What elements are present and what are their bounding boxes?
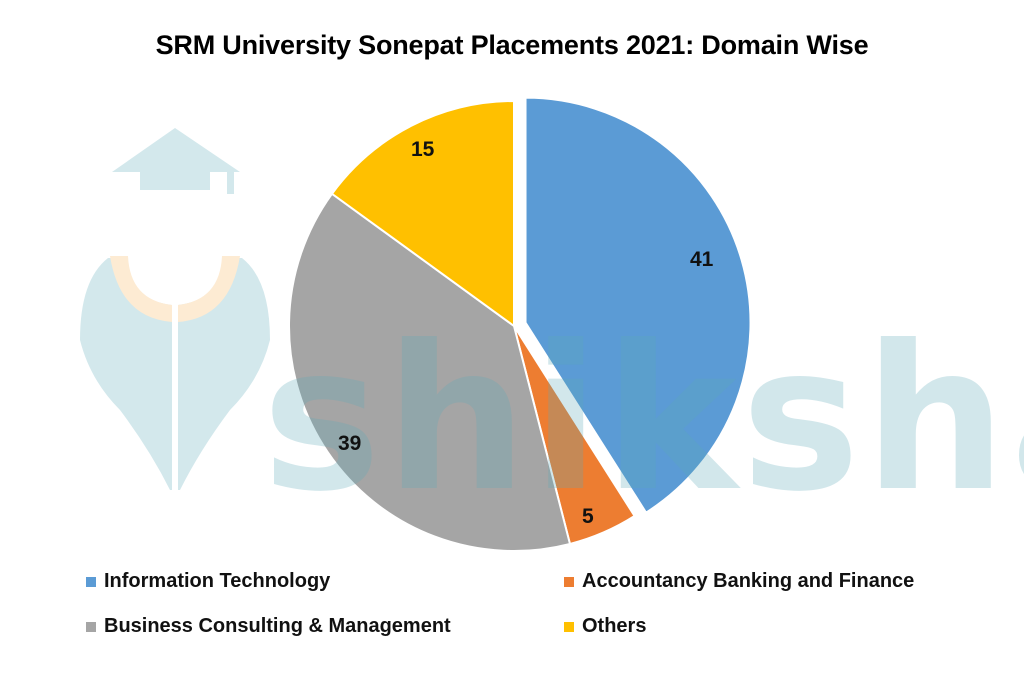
pie-slice-information-technology <box>524 96 752 515</box>
legend-swatch-icon <box>564 576 574 587</box>
data-label-bcm: 39 <box>338 432 361 455</box>
legend-swatch-icon <box>86 621 96 632</box>
legend-label: Business Consulting & Management <box>104 615 451 637</box>
legend-item-others: Others <box>564 615 646 638</box>
chart-title: SRM University Sonepat Placements 2021: … <box>155 30 869 60</box>
legend-item-business-consulting-management: Business Consulting & Management <box>86 615 451 638</box>
pie-slices <box>288 96 752 552</box>
data-label-others: 15 <box>411 138 435 161</box>
watermark-text: shiksha <box>262 303 1024 536</box>
pie-slice-others <box>330 99 515 328</box>
legend-label: Accountancy Banking and Finance <box>582 570 915 592</box>
legend-label: Information Technology <box>104 570 331 592</box>
legend-item-accountancy-banking-finance: Accountancy Banking and Finance <box>564 570 914 593</box>
data-label-abf: 5 <box>582 505 594 528</box>
legend-item-information-technology: Information Technology <box>86 570 330 593</box>
legend-swatch-icon <box>86 576 96 587</box>
legend-label: Others <box>582 615 647 637</box>
data-label-it: 41 <box>690 248 714 271</box>
pie-slice-business-consulting-management <box>288 192 572 552</box>
legend-swatch-icon <box>564 621 574 632</box>
graduate-logo-icon <box>80 128 270 490</box>
